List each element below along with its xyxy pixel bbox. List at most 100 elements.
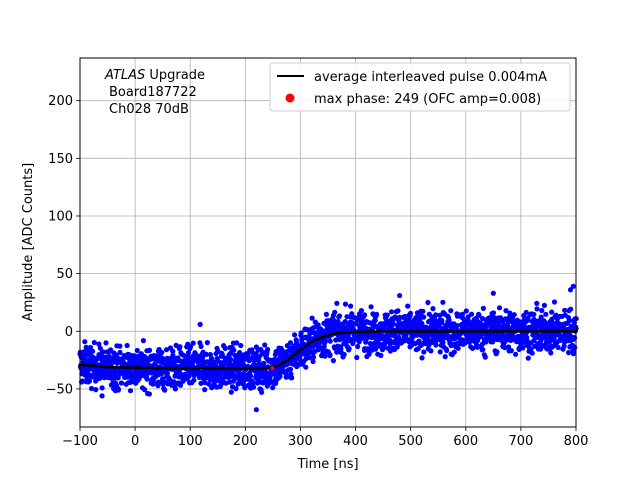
scatter-point xyxy=(430,306,436,312)
average-pulse-point xyxy=(283,360,287,364)
scatter-point xyxy=(204,340,210,346)
scatter-point xyxy=(190,340,196,346)
scatter-point xyxy=(572,344,578,351)
average-pulse-point xyxy=(392,329,396,333)
scatter-point xyxy=(505,323,511,329)
scatter-point xyxy=(270,385,276,391)
average-pulse-point xyxy=(405,329,409,333)
average-pulse-point xyxy=(233,366,237,370)
scatter-point xyxy=(266,380,272,386)
y-tick-label: 200 xyxy=(48,94,73,109)
scatter-point xyxy=(222,345,228,351)
scatter-point xyxy=(421,314,427,320)
scatter-point xyxy=(309,315,315,321)
average-pulse-point xyxy=(518,329,522,333)
scatter-point xyxy=(262,342,268,348)
scatter-point xyxy=(91,339,97,346)
y-tick-label: 0 xyxy=(65,325,73,340)
annotation-line-2: Board187722 xyxy=(109,85,197,100)
average-pulse-point xyxy=(445,329,449,333)
scatter-point xyxy=(124,342,130,349)
scatter-point xyxy=(382,341,388,347)
average-pulse-point xyxy=(121,365,125,369)
average-pulse-point xyxy=(299,347,304,351)
average-pulse-point xyxy=(511,329,515,333)
average-pulse-point xyxy=(313,338,317,342)
scatter-point xyxy=(395,308,401,314)
scatter-point xyxy=(219,352,225,358)
scatter-point xyxy=(146,347,152,353)
scatter-point xyxy=(506,344,512,350)
scatter-point xyxy=(322,353,328,359)
scatter-point xyxy=(289,375,295,381)
average-pulse-point xyxy=(323,334,327,338)
x-tick-label: 400 xyxy=(343,434,368,449)
average-pulse-point xyxy=(197,366,201,370)
average-pulse-point xyxy=(290,355,294,359)
scatter-point xyxy=(86,378,92,384)
y-tick-label: −50 xyxy=(46,382,73,397)
scatter-point xyxy=(470,345,476,351)
average-pulse-point xyxy=(230,366,234,370)
average-pulse-point xyxy=(137,366,142,370)
average-pulse-point xyxy=(478,329,482,333)
average-pulse-point xyxy=(399,329,403,333)
scatter-point xyxy=(476,312,482,318)
x-tick-label: 300 xyxy=(288,434,313,449)
average-pulse-point xyxy=(455,329,459,333)
scatter-point xyxy=(259,389,265,395)
average-pulse-point xyxy=(108,365,112,369)
scatter-point xyxy=(197,321,203,327)
scatter-point xyxy=(203,351,209,357)
scatter-point xyxy=(507,310,513,316)
average-pulse-point xyxy=(376,329,380,333)
average-pulse-point xyxy=(101,365,105,369)
average-pulse-point xyxy=(491,329,495,333)
average-pulse-point xyxy=(286,358,290,362)
scatter-point xyxy=(198,343,204,349)
average-pulse-point xyxy=(547,329,552,333)
scatter-point xyxy=(570,283,576,289)
average-pulse-point xyxy=(415,329,419,333)
scatter-point xyxy=(256,358,262,364)
scatter-point xyxy=(567,287,574,293)
x-tick-label: 100 xyxy=(178,434,203,449)
scatter-point xyxy=(455,345,461,351)
scatter-point xyxy=(89,385,95,392)
x-tick-label: 200 xyxy=(233,434,258,449)
average-pulse-point xyxy=(329,332,333,336)
scatter-point xyxy=(332,309,338,315)
average-pulse-point xyxy=(306,342,310,346)
scatter-point xyxy=(433,342,439,348)
scatter-point xyxy=(463,308,469,314)
scatter-point xyxy=(155,379,162,385)
scatter-point xyxy=(333,337,339,343)
average-pulse-point xyxy=(141,366,145,370)
y-tick-label: 150 xyxy=(48,152,73,167)
average-pulse-point xyxy=(296,350,300,354)
scatter-point xyxy=(117,349,123,356)
scatter-point xyxy=(439,320,445,326)
scatter-point xyxy=(490,310,497,316)
scatter-point xyxy=(273,380,279,386)
scatter-point xyxy=(142,387,148,393)
scatter-point xyxy=(428,348,434,354)
scatter-point xyxy=(90,348,96,354)
average-pulse-point xyxy=(402,329,406,333)
scatter-point xyxy=(228,389,234,395)
average-pulse-point xyxy=(571,329,575,333)
average-pulse-point xyxy=(161,366,165,370)
scatter-point xyxy=(334,300,340,306)
scatter-point xyxy=(350,340,356,347)
scatter-point xyxy=(480,316,486,322)
scatter-point xyxy=(115,387,121,393)
y-tick-label: 50 xyxy=(56,267,73,282)
average-pulse-point xyxy=(147,366,151,370)
scatter-point xyxy=(463,321,469,327)
scatter-point xyxy=(265,346,271,353)
average-pulse-point xyxy=(366,330,370,334)
scatter-point xyxy=(390,321,396,327)
scatter-point xyxy=(172,386,178,392)
x-tick-label: 700 xyxy=(508,434,533,449)
scatter-point xyxy=(397,292,403,299)
